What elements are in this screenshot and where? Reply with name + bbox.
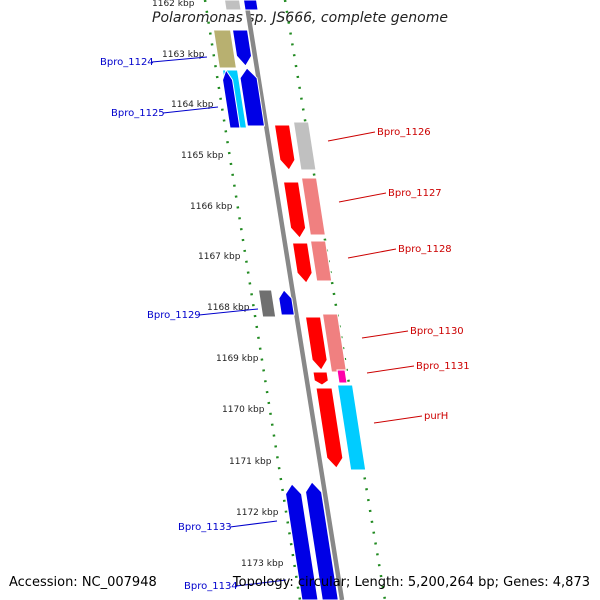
gene-label[interactable]: Bpro_1126	[377, 127, 431, 138]
kbp-tick-label: 1162 kbp	[152, 0, 195, 9]
gene-leader-line	[198, 308, 259, 316]
gene-leader-line	[347, 248, 397, 259]
gene-top-grey	[223, 0, 242, 11]
gene-1124-arrow	[231, 29, 253, 67]
gene-leader-line	[162, 106, 219, 114]
gene-1128-pink	[309, 240, 333, 282]
gene-label[interactable]: Bpro_1130	[410, 326, 464, 337]
kbp-tick-label: 1165 kbp	[181, 151, 224, 161]
map-title: Polaromonas sp. JS666, complete genome	[152, 10, 448, 26]
kbp-tick-label: 1166 kbp	[190, 202, 233, 212]
gene-leader-line	[151, 56, 208, 63]
gene-1130-pink	[321, 313, 348, 373]
ruler-line-left	[203, 0, 302, 600]
gene-leader-line	[235, 579, 287, 587]
gene-1126-grey	[292, 121, 317, 171]
gene-leader-line	[338, 192, 387, 203]
gene-label[interactable]: Bpro_1134	[184, 581, 238, 592]
topology-summary: Topology: circular; Length: 5,200,264 bp…	[232, 575, 590, 590]
kbp-tick-label: 1168 kbp	[207, 303, 250, 313]
gene-label[interactable]: Bpro_1127	[388, 188, 442, 199]
gene-1129-grey	[257, 289, 277, 318]
gene-leader-line	[327, 131, 376, 142]
gene-label[interactable]: Bpro_1124	[100, 57, 154, 68]
kbp-tick-label: 1170 kbp	[222, 405, 265, 415]
kbp-tick-label: 1163 kbp	[162, 50, 205, 60]
gene-1127-arrow	[282, 181, 307, 239]
gene-label[interactable]: Bpro_1133	[178, 522, 232, 533]
gene-1128-arrow	[291, 242, 313, 284]
gene-1126-arrow	[273, 124, 296, 171]
gene-label[interactable]: Bpro_1128	[398, 244, 452, 255]
gene-1125-arrow	[239, 67, 266, 127]
gene-1133-arrow	[285, 483, 319, 600]
gene-1131-arrow	[312, 371, 329, 386]
gene-leader-line	[229, 520, 278, 528]
gene-leader-line	[373, 415, 423, 424]
gene-purH-cyan	[336, 384, 367, 471]
gene-1129-arrow	[278, 289, 295, 316]
kbp-tick-label: 1167 kbp	[198, 252, 241, 262]
genome-backbone	[243, 0, 345, 600]
gene-leader-line	[366, 365, 415, 374]
ruler-line-right	[283, 0, 387, 600]
kbp-tick-label: 1171 kbp	[229, 457, 272, 467]
gene-1124-outer	[212, 29, 237, 69]
gene-1131-magenta	[336, 369, 348, 384]
gene-1130-arrow	[304, 316, 328, 371]
gene-1134-arrow	[305, 481, 339, 600]
gene-label[interactable]: Bpro_1131	[416, 361, 470, 372]
gene-label[interactable]: purH	[424, 411, 448, 422]
accession-text: Accession: NC_007948	[9, 575, 157, 590]
kbp-tick-label: 1164 kbp	[171, 100, 214, 110]
kbp-tick-label: 1169 kbp	[216, 354, 259, 364]
gene-label[interactable]: Bpro_1125	[111, 108, 165, 119]
kbp-tick-label: 1172 kbp	[236, 508, 279, 518]
gene-1127-pink	[300, 177, 326, 236]
gene-1125-left	[222, 68, 241, 129]
gene-label[interactable]: Bpro_1129	[147, 310, 201, 321]
gene-leader-line	[361, 330, 409, 339]
kbp-tick-label: 1173 kbp	[241, 559, 284, 569]
gene-top-blue	[242, 0, 259, 11]
gene-purH-arrow	[315, 387, 344, 469]
